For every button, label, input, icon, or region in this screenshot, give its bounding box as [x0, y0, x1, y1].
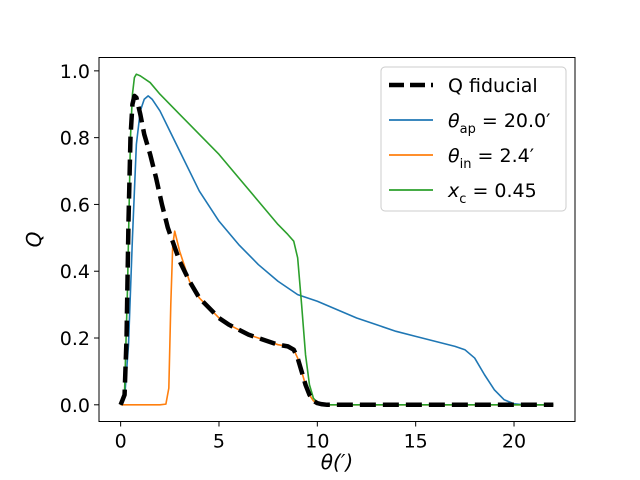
legend-value: = 20.0′	[476, 110, 551, 132]
legend-label: Q fiducial	[448, 75, 538, 97]
legend-label: xc = 0.45	[447, 180, 537, 207]
x-axis-ticks: 0 5 10 15 20	[115, 421, 526, 453]
legend-subscript: ap	[460, 122, 476, 137]
legend-label: θap = 20.0′	[448, 110, 550, 137]
legend-frame	[380, 66, 567, 212]
series-line-theta-ap-20	[119, 95, 554, 406]
legend-subscript: in	[460, 157, 472, 172]
x-tick-label: 15	[404, 431, 428, 453]
legend-symbol: θ	[448, 110, 460, 132]
series-layer	[118, 73, 554, 408]
legend-symbol: x	[447, 180, 460, 202]
y-tick-label: 0.6	[60, 194, 90, 216]
legend-subscript: c	[459, 192, 466, 207]
y-tick-label: 0.2	[60, 328, 90, 350]
y-tick-label: 0.8	[60, 128, 90, 150]
legend-value: = 0.45	[466, 180, 536, 202]
y-axis-ticks: 0.0 0.2 0.4 0.6 0.8 1.0	[60, 61, 99, 417]
legend-label: θin = 2.4′	[448, 145, 534, 172]
axes-frame	[98, 57, 576, 422]
legend-symbol: θ	[448, 145, 460, 167]
y-axis-label: Q	[22, 232, 46, 248]
y-tick-label: 0.4	[60, 261, 90, 283]
x-axis-label: θ(′)	[321, 450, 353, 474]
series-line-q-fiducial	[118, 93, 554, 408]
legend-value: = 2.4′	[471, 145, 534, 167]
x-tick-label: 20	[502, 431, 526, 453]
x-tick-label: 0	[115, 431, 127, 453]
y-tick-label: 1.0	[60, 61, 90, 83]
y-tick-label: 0.0	[60, 395, 90, 417]
x-tick-label: 5	[213, 431, 225, 453]
x-tick-label: 10	[305, 431, 329, 453]
